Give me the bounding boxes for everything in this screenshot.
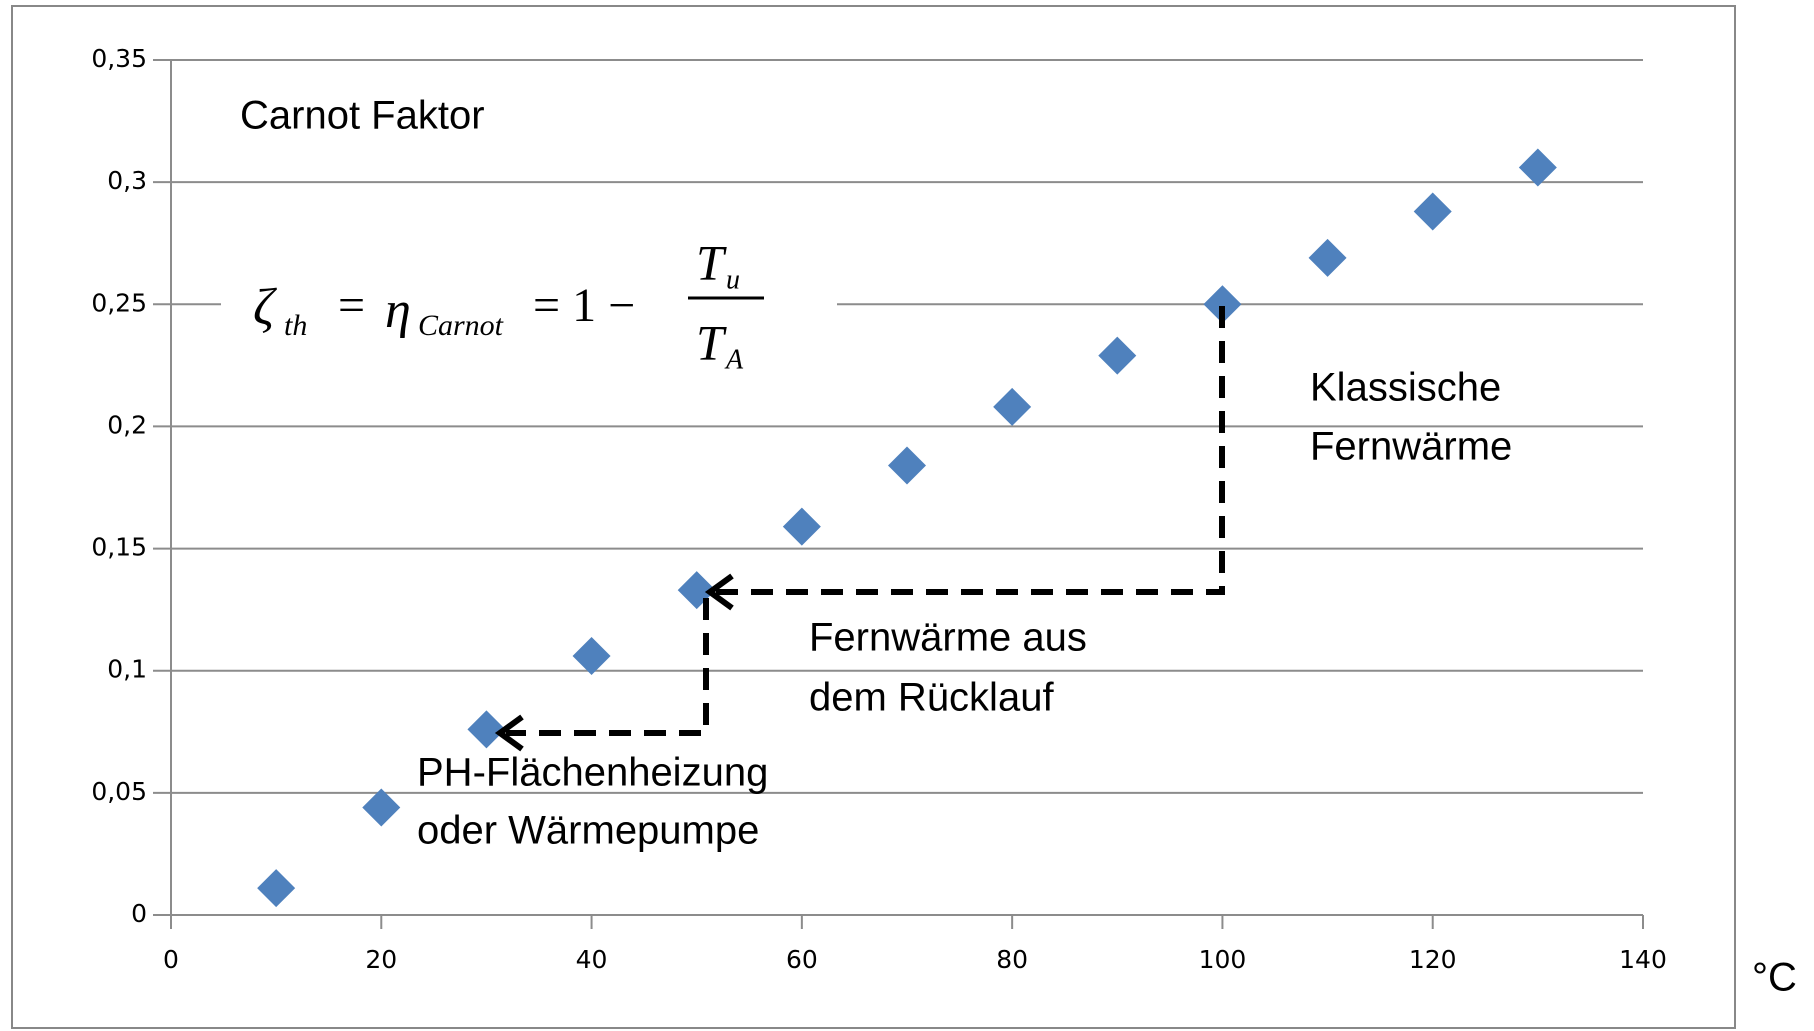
x-tick-label: 100 xyxy=(1199,945,1247,974)
data-point xyxy=(888,446,926,485)
arrowheads xyxy=(494,573,734,752)
data-point xyxy=(467,710,506,749)
annotation: oder Wärmepumpe xyxy=(417,809,759,853)
x-tick-label: 80 xyxy=(996,945,1028,974)
annotation: PH-Flächenheizung xyxy=(417,751,768,795)
x-tick-label: 20 xyxy=(365,945,397,974)
data-point xyxy=(993,387,1032,426)
formula-part: u xyxy=(726,264,740,295)
annotation: Fernwärme xyxy=(1310,425,1512,469)
formula-part: = xyxy=(338,279,365,332)
x-tick-label: 40 xyxy=(576,945,608,974)
dashed-arrow xyxy=(716,306,1225,595)
formula-part: = 1 − xyxy=(533,279,635,332)
formula-part: T xyxy=(696,314,727,370)
formula: ζ th = η Carnot = 1 − T u T A xyxy=(253,234,764,375)
formula-part: ζ xyxy=(253,279,277,336)
data-point xyxy=(1413,192,1452,231)
chart-border xyxy=(11,5,1736,1029)
data-point xyxy=(1098,336,1137,375)
formula-part: A xyxy=(724,344,744,375)
y-tick-label: 0,1 xyxy=(107,655,147,684)
data-point xyxy=(257,869,296,908)
data-point xyxy=(1203,285,1242,324)
arrowhead xyxy=(494,714,524,752)
y-tick-label: 0,15 xyxy=(91,533,147,562)
x-axis-unit: °C xyxy=(1752,956,1797,1000)
arrows xyxy=(506,306,1225,736)
annotation: dem Rücklauf xyxy=(809,676,1054,720)
x-tick-label: 0 xyxy=(163,945,179,974)
data-point xyxy=(572,637,611,676)
y-tick-label: 0 xyxy=(131,899,147,928)
chart-title: Carnot Faktor xyxy=(240,94,485,138)
data-point xyxy=(362,788,401,827)
formula-part: th xyxy=(284,309,307,342)
x-tick-label: 120 xyxy=(1409,945,1457,974)
annotation: Fernwärme aus xyxy=(809,616,1087,660)
data-point xyxy=(1518,148,1557,187)
y-tick-label: 0,05 xyxy=(91,777,147,806)
formula-part: T xyxy=(696,234,727,290)
y-tick-label: 0,3 xyxy=(107,166,147,195)
y-tick-label: 0,2 xyxy=(107,410,147,439)
data-point xyxy=(1308,238,1347,277)
arrowhead xyxy=(704,573,734,611)
x-tick-label: 60 xyxy=(786,945,818,974)
formula-box xyxy=(221,220,837,405)
annotation: Klassische xyxy=(1310,366,1501,410)
x-tick-label: 140 xyxy=(1619,945,1667,974)
formula-part: η xyxy=(385,282,411,339)
formula-part: Carnot xyxy=(418,309,504,342)
y-tick-label: 0,25 xyxy=(91,288,147,317)
dashed-arrow xyxy=(506,598,709,736)
data-point xyxy=(782,507,821,546)
y-tick-label: 0,35 xyxy=(91,44,147,73)
